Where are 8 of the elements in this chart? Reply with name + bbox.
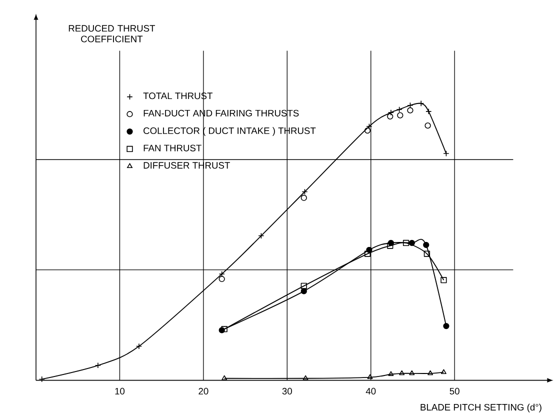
legend-label: FAN THRUST <box>144 144 202 152</box>
x-tick-label: 10 <box>115 388 125 394</box>
x-tick-label: 30 <box>282 388 292 394</box>
x-tick-label: 50 <box>450 388 460 394</box>
x-axis-title: BLADE PITCH SETTING (d°) <box>420 404 542 412</box>
x-tick-label: 20 <box>198 388 208 394</box>
x-tick-label: 40 <box>366 388 376 394</box>
text: REDUCED THRUST COEFFICIENT <box>68 25 156 42</box>
